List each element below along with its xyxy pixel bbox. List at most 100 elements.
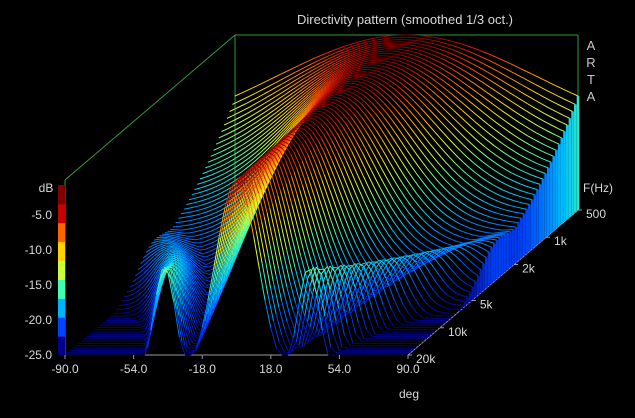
trace-segment [211,189,218,194]
trace-segment [258,111,265,117]
trace-segment [265,149,272,155]
trace-segment [402,90,410,97]
trace-segment [201,294,209,301]
trace-segment [469,67,476,73]
trace-segment [463,44,470,48]
trace-segment [543,79,550,84]
trace-segment [356,124,363,135]
trace-segment [291,237,299,262]
trace-segment [392,259,400,269]
trace-segment [437,251,444,255]
trace-segment [342,72,350,77]
trace-segment [346,237,354,251]
trace-segment [398,167,406,178]
trace-segment [208,168,215,172]
trace-segment [393,201,401,211]
trace-segment [370,55,377,58]
trace-segment [326,131,333,142]
trace-segment [264,108,271,113]
trace-segment [475,188,482,194]
trace-segment [462,144,470,151]
trace-segment [468,246,476,251]
trace-segment [272,90,279,95]
trace-segment [174,246,181,250]
trace-segment [177,243,184,248]
trace-segment [438,181,445,189]
trace-segment [273,320,280,343]
trace-segment [460,260,468,268]
trace-segment [486,65,493,69]
trace-segment [186,263,194,273]
trace-segment [263,166,270,180]
trace-segment [454,255,462,262]
trace-segment [324,69,331,75]
trace-segment [523,191,530,194]
trace-segment [274,152,282,166]
trace-segment [412,39,419,42]
trace-segment [194,262,202,268]
trace-segment [227,209,234,215]
trace-segment [463,254,470,261]
trace-segment [335,272,342,297]
trace-segment [366,218,373,230]
trace-segment [555,119,562,123]
trace-segment [402,61,409,65]
trace-segment [309,123,316,130]
trace-segment [484,226,491,229]
trace-segment [130,300,137,305]
trace-segment [362,265,370,280]
trace-segment [553,141,560,145]
trace-segment [200,203,207,206]
z-tick-label: -15.0 [25,278,53,292]
trace-segment [178,258,186,266]
trace-segment [180,251,187,258]
trace-segment [440,251,448,256]
trace-segment [395,133,403,143]
trace-segment [251,84,259,89]
trace-segment [297,71,305,76]
trace-segment [503,74,510,79]
trace-segment [307,204,315,225]
trace-segment [475,59,482,63]
trace-segment [244,125,251,130]
trace-segment [328,79,335,85]
trace-segment [523,93,531,98]
trace-segment [456,121,464,128]
trace-segment [516,144,523,149]
trace-segment [480,176,487,182]
trace-segment [520,196,527,199]
trace-segment [261,114,268,120]
trace-segment [558,112,565,117]
trace-segment [171,264,179,276]
trace-segment [312,147,320,161]
trace-segment [312,304,320,331]
trace-segment [227,144,234,149]
trace-segment [460,185,468,192]
trace-segment [332,212,340,230]
trace-segment [448,121,455,128]
trace-segment [192,266,199,275]
trace-segment [537,176,544,180]
trace-segment [144,289,152,299]
trace-segment [194,267,202,274]
trace-segment [329,144,336,158]
trace-segment [435,249,442,252]
trace-segment [518,121,526,127]
trace-segment [296,148,303,162]
trace-segment [435,259,442,268]
trace-segment [346,76,353,79]
trace-segment [258,103,265,108]
trace-segment [253,180,260,200]
trace-segment [304,80,311,86]
trace-segment [549,99,556,104]
trace-segment [207,225,214,229]
trace-segment [433,308,440,313]
trace-segment [191,248,198,253]
trace-segment [364,48,371,52]
trace-segment [301,131,308,139]
trace-segment [257,149,264,156]
trace-segment [351,173,359,188]
trace-segment [329,165,337,181]
trace-segment [240,179,248,200]
trace-segment [149,273,157,283]
